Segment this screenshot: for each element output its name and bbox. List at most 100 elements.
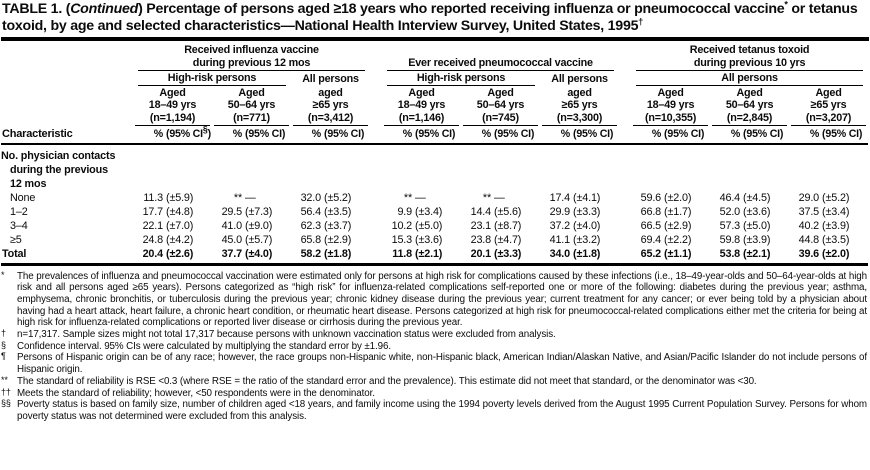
data-cell: 11.3 (±5.9): [133, 191, 212, 205]
cell-ci: (±3.3): [494, 247, 522, 260]
section-label: 12 mos: [10, 177, 47, 190]
pct-sign: %: [481, 128, 492, 140]
cell-value: **: [482, 191, 492, 204]
col-header-age-1: Aged 50–64 yrs (n=771): [212, 86, 291, 126]
data-cell: 39.6 (±2.0): [789, 246, 869, 266]
footnote-marker: *: [1, 269, 5, 280]
cell-value: 40.2: [798, 219, 820, 232]
group-header-tetanus: Received tetanus toxoid during previous …: [631, 42, 868, 71]
col-sample-size: (n=1,194): [149, 111, 196, 124]
footnote-text: Meets the standard of reliability; howev…: [17, 387, 375, 399]
cell-ci: (±4.5): [743, 191, 771, 204]
col-header-pct-4: % (95% CI): [461, 126, 541, 145]
col-header-underline: Aged 50–64 yrs (n=2,845): [712, 87, 788, 126]
cell-value: 15.3: [391, 233, 413, 246]
footnote-marker: §: [1, 339, 6, 350]
cell-value: **: [403, 191, 413, 204]
col-header-underline: Aged ≥65 yrs (n=3,207): [791, 87, 867, 126]
cell-value: 14.4: [470, 205, 492, 218]
data-cell: 56.4 (±3.5): [291, 205, 370, 219]
cell-ci: (±2.1): [415, 247, 443, 260]
group-header-influenza: Received influenza vaccine during previo…: [133, 42, 370, 71]
table-title: TABLE 1. (Continued) Percentage of perso…: [1, 0, 869, 34]
cell-ci: (±3.9): [822, 219, 850, 232]
pct-sign: %: [232, 128, 242, 140]
cell-ci: (±3.4): [822, 205, 850, 218]
col-aged-label: Aged: [487, 86, 514, 99]
group-title-underline: Received influenza vaccine during previo…: [138, 44, 366, 71]
footnote: ** The standard of reliability is RSE <0.…: [1, 375, 869, 388]
cell-value: 52.0: [719, 205, 741, 218]
row-label: None: [10, 191, 36, 204]
footnote-ref-dagger: †: [638, 15, 643, 26]
col-header-pct-8: % (95% CI): [789, 126, 869, 145]
col-sample-size: (n=2,845): [726, 111, 773, 124]
cell-value: 17.7: [142, 205, 164, 218]
ci-header: (95% CI): [822, 128, 863, 140]
table-title-text: ) Percentage of persons aged ≥18 years w…: [138, 1, 785, 17]
section-label-row: 12 mos: [1, 177, 868, 191]
cell-ci: (±5.0): [743, 219, 771, 232]
data-cell: 20.1 (±3.3): [461, 246, 541, 266]
data-cell: 59.8 (±3.9): [710, 233, 789, 247]
col-aged-label: Aged: [238, 86, 265, 99]
cell-value: 24.8: [142, 233, 164, 246]
cell-ci: (±4.1): [573, 191, 601, 204]
cell-ci: (±4.0): [245, 247, 273, 260]
cell-value: 37.5: [798, 205, 820, 218]
pct-sign: %: [560, 128, 571, 140]
group-title-underline: Received tetanus toxoid during previous …: [636, 44, 864, 71]
table-title-text-2: or tetanus toxoid, by age and selected c…: [2, 1, 858, 34]
column-gap: [619, 219, 631, 233]
col-header-underline: aged ≥65 yrs (n=3,300): [542, 87, 618, 126]
cell-value: 23.1: [470, 219, 492, 232]
column-gap: [370, 233, 382, 247]
data-row: ≥5 24.8 (±4.2) 45.0 (±5.7) 65.8 (±2.9) 15.3 (±3.…: [1, 233, 868, 247]
subgroup-label: All persons: [302, 73, 359, 85]
group-title-underline: Ever received pneumococcal vaccine: [387, 56, 615, 71]
cell-value: 23.8: [470, 233, 492, 246]
col-header-underline: Aged 18–49 yrs (n=1,146): [384, 87, 460, 126]
vaccination-table: Received influenza vaccine during previo…: [1, 42, 869, 266]
ci-header: (95% CI): [494, 128, 535, 140]
col-header-age-5: aged ≥65 yrs (n=3,300): [540, 86, 619, 126]
column-gap: [619, 191, 631, 205]
footnote: †† Meets the standard of reliability; how…: [1, 387, 869, 400]
cell-ci: (±5.2): [324, 191, 352, 204]
cell-ci: —: [415, 191, 426, 204]
footnote: * The prevalences of influenza and pneumo…: [1, 269, 869, 330]
column-gap: [619, 205, 631, 219]
col-header-pct-0: % (95% CI§): [133, 124, 212, 145]
cell-value: 29.0: [798, 191, 820, 204]
cell-value: 41.0: [221, 219, 243, 232]
cell-value: 11.3: [143, 191, 163, 204]
data-cell: 66.5 (±2.9): [631, 219, 710, 233]
cell-value: 46.4: [719, 191, 741, 204]
data-cell: 34.0 (±1.8): [540, 246, 620, 266]
cell-ci: (±2.1): [743, 247, 771, 260]
table-header: Received influenza vaccine during previo…: [1, 42, 869, 145]
cell-value: 17.4: [549, 191, 571, 204]
data-cell: 59.6 (±2.0): [631, 191, 710, 205]
subgroup-allpersons-pneumococcal: All persons: [540, 71, 619, 86]
data-cell: 20.4 (±2.6): [133, 246, 212, 266]
section-label: No. physician contacts: [1, 149, 116, 162]
cell-value: 65.8: [300, 233, 322, 246]
ci-header: (95% CI§): [166, 124, 211, 140]
ci-header: (95% CI): [324, 128, 365, 140]
cell-value: **: [233, 191, 242, 204]
characteristic-column-spacer: [1, 42, 133, 126]
data-cell: 65.2 (±1.1): [631, 246, 711, 266]
col-header-pct-2: % (95% CI): [291, 126, 371, 145]
cell-ci: (±1.7): [664, 205, 692, 218]
group-title-line: Ever received pneumococcal vaccine: [408, 56, 593, 69]
col-header-age-8: Aged ≥65 yrs (n=3,207): [789, 86, 868, 126]
cell-value: 66.8: [640, 205, 662, 218]
section-label: during the previous: [10, 163, 108, 176]
data-cell: 58.2 (±1.8): [291, 246, 371, 266]
data-cell: 37.2 (±4.0): [540, 219, 619, 233]
cell-ci: (±1.1): [664, 247, 692, 260]
age-column-row: Aged 18–49 yrs (n=1,194) Aged 50–64 yrs (n=77…: [1, 86, 868, 126]
col-sample-size: (n=771): [233, 111, 270, 124]
cell-value: 10.2: [391, 219, 413, 232]
